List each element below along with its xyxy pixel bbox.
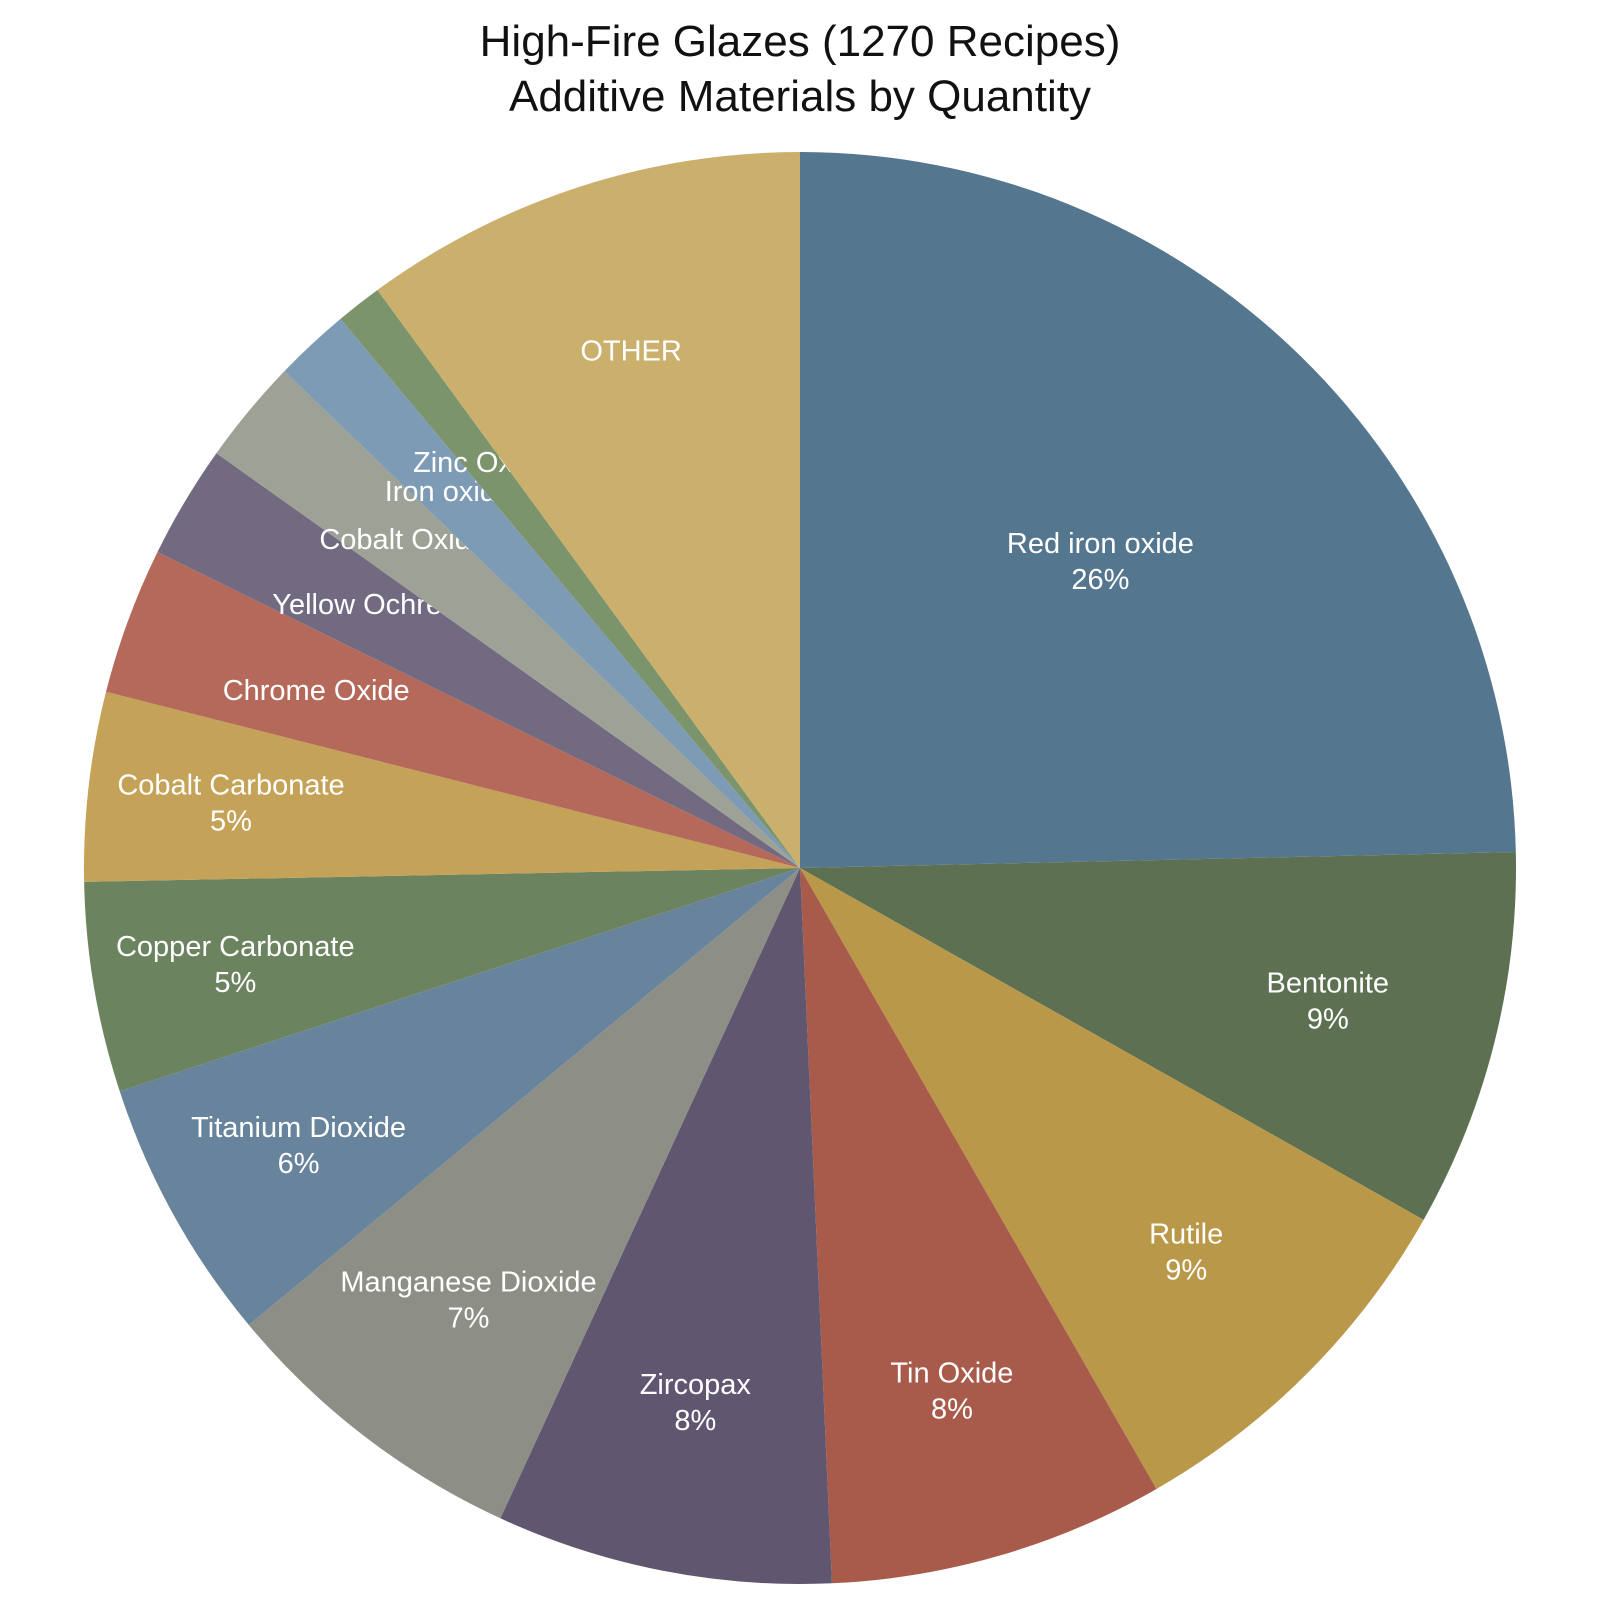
slice-name-text: Copper Carbonate (116, 931, 355, 963)
chart-title: High-Fire Glazes (1270 Recipes) (479, 17, 1121, 66)
slice-label-copper-carbonate: Copper Carbonate 5% (116, 931, 355, 999)
pie-slice-titanium-dioxide (119, 868, 800, 1326)
slice-name-text: Titanium Dioxide (191, 1112, 406, 1144)
slice-name-text: Chrome Oxide (223, 675, 410, 707)
chart-subtitle: Additive Materials by Quantity (508, 72, 1092, 121)
pie-slice-bentonite (800, 852, 1516, 1220)
pie-slice-zinc-oxide (340, 290, 800, 868)
slice-name-text: Yellow Ochre (272, 589, 442, 621)
slice-percent-text: 8% (674, 1405, 716, 1437)
slice-label-titanium-dioxide: Titanium Dioxide 6% (191, 1112, 406, 1180)
slice-percent-text: 9% (1165, 1254, 1207, 1286)
slice-percent-text: 26% (1071, 564, 1129, 596)
pie-slice-iron-oxide (284, 318, 800, 868)
slice-label-manganese-dioxide: Manganese Dioxide 7% (340, 1267, 596, 1335)
chart-titles: High-Fire Glazes (1270 Recipes) Additive… (0, 14, 1600, 124)
pie-slice-copper-carbonate (84, 868, 800, 1092)
slice-name-text: Bentonite (1267, 967, 1390, 999)
slice-name-text: OTHER (580, 336, 682, 368)
slice-label-rutile: Rutile 9% (1149, 1218, 1223, 1286)
pie-slice-rutile (800, 868, 1424, 1489)
slice-percent-text: 6% (278, 1148, 320, 1180)
slice-label-red-iron-oxide: Red iron oxide 26% (1007, 528, 1194, 596)
slice-name-text: Red iron oxide (1007, 528, 1194, 560)
pie-slice-other (377, 152, 800, 868)
slice-percent-text: 5% (214, 967, 256, 999)
pie-slice-yellow-ochre (157, 453, 800, 868)
slice-label-cobalt-carbonate: Cobalt Carbonate 5% (117, 770, 344, 838)
pie-slice-zircopax (500, 868, 832, 1585)
slice-name-text: Tin Oxide (890, 1358, 1013, 1390)
pie-slice-manganese-dioxide (248, 868, 801, 1519)
slice-label-yellow-ochre: Yellow Ochre (272, 589, 442, 621)
slice-name-text: Zircopax (640, 1369, 752, 1401)
slice-name-text: Manganese Dioxide (340, 1267, 596, 1299)
slice-name-text: Rutile (1149, 1218, 1223, 1250)
slice-percent-text: 7% (448, 1303, 490, 1335)
slice-label-bentonite: Bentonite 9% (1267, 967, 1390, 1035)
slice-percent-text: 8% (931, 1394, 973, 1426)
pie-slice-cobalt-oxide (216, 371, 800, 868)
slice-label-tin-oxide: Tin Oxide 8% (890, 1358, 1013, 1426)
slice-name-text: Cobalt Carbonate (117, 770, 344, 802)
slice-percent-text: 9% (1307, 1003, 1349, 1035)
pie-slice-chrome-oxide (106, 552, 800, 868)
slice-label-zircopax: Zircopax 8% (640, 1369, 752, 1437)
pie-slice-tin-oxide (800, 868, 1157, 1584)
slice-percent-text: 5% (210, 806, 252, 838)
pie-slice-red-iron-oxide (800, 152, 1516, 868)
pie-slice-cobalt-carbonate (83, 691, 800, 882)
slice-label-chrome-oxide: Chrome Oxide (223, 675, 410, 707)
slice-label-other: OTHER (580, 336, 682, 368)
